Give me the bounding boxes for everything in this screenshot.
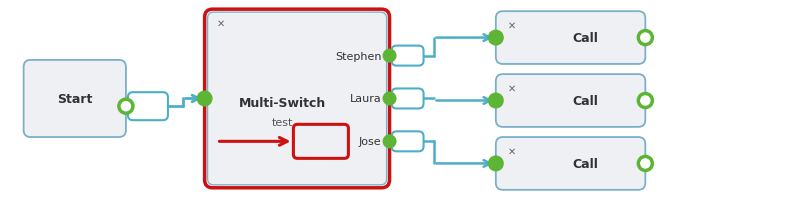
Text: ✕: ✕ xyxy=(508,146,515,156)
Circle shape xyxy=(382,49,397,63)
Circle shape xyxy=(197,91,212,107)
FancyBboxPatch shape xyxy=(496,137,645,190)
Text: Call: Call xyxy=(573,157,598,170)
Text: test: test xyxy=(272,117,293,127)
Circle shape xyxy=(638,157,652,170)
Circle shape xyxy=(488,93,504,109)
Text: Call: Call xyxy=(573,95,598,107)
Text: Call: Call xyxy=(573,32,598,45)
Text: ✕: ✕ xyxy=(508,84,515,94)
Circle shape xyxy=(638,32,652,45)
Text: Laura: Laura xyxy=(349,94,382,104)
Text: ✕: ✕ xyxy=(508,21,515,31)
Circle shape xyxy=(488,156,504,171)
Circle shape xyxy=(488,31,504,46)
Circle shape xyxy=(382,92,397,106)
FancyBboxPatch shape xyxy=(205,10,390,188)
Text: Stephen: Stephen xyxy=(335,51,382,61)
Text: Jose: Jose xyxy=(359,137,382,147)
FancyBboxPatch shape xyxy=(496,12,645,65)
Text: Multi-Switch: Multi-Switch xyxy=(238,96,326,109)
Text: ✕: ✕ xyxy=(216,19,224,29)
Text: Start: Start xyxy=(57,93,92,105)
Circle shape xyxy=(119,100,133,114)
FancyBboxPatch shape xyxy=(496,75,645,127)
FancyBboxPatch shape xyxy=(24,61,126,137)
Circle shape xyxy=(382,135,397,149)
Circle shape xyxy=(638,94,652,108)
